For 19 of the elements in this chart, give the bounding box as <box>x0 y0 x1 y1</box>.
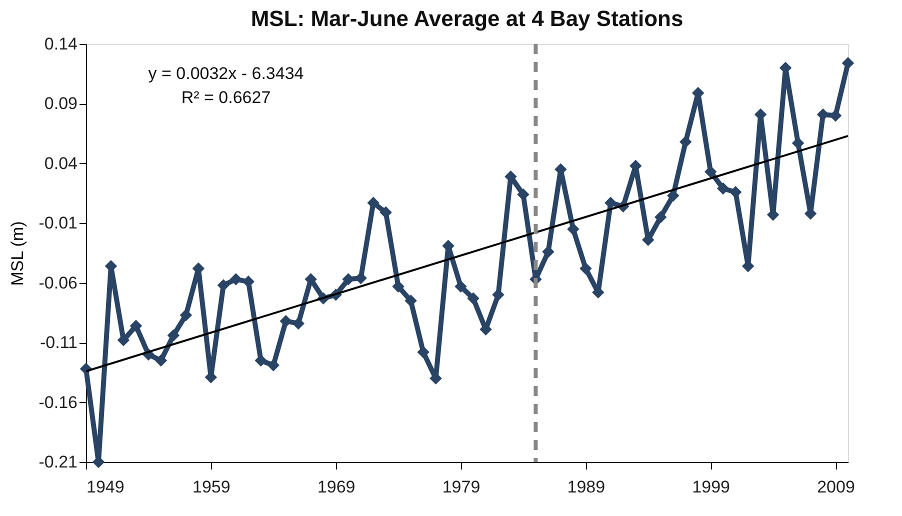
x-tick-label: 1949 <box>86 478 124 496</box>
y-tick-label: -0.06 <box>38 273 78 292</box>
y-tick-label: 0.14 <box>44 34 78 54</box>
x-tick-label: 1989 <box>567 478 606 496</box>
y-tick-label: -0.11 <box>40 333 78 352</box>
x-tick-label: 2009 <box>817 478 855 496</box>
x-tick-label: 1999 <box>692 478 730 496</box>
chart-title: MSL: Mar-June Average at 4 Bay Stations <box>250 6 684 31</box>
y-tick-label: 0.04 <box>44 154 78 173</box>
y-tick-label: 0.09 <box>44 94 78 114</box>
annotation: y = 0.0032x - 6.3434 <box>148 64 304 83</box>
y-tick-label: -0.16 <box>38 392 78 412</box>
y-tick-label: -0.01 <box>38 214 78 233</box>
y-tick-label: -0.21 <box>38 452 78 472</box>
y-axis-title: MSL (m) <box>8 221 27 286</box>
x-tick-label: 1979 <box>442 478 480 496</box>
x-tick-label: 1969 <box>317 478 356 496</box>
annotation: R² = 0.6627 <box>181 88 271 107</box>
x-tick-label: 1959 <box>192 478 230 496</box>
